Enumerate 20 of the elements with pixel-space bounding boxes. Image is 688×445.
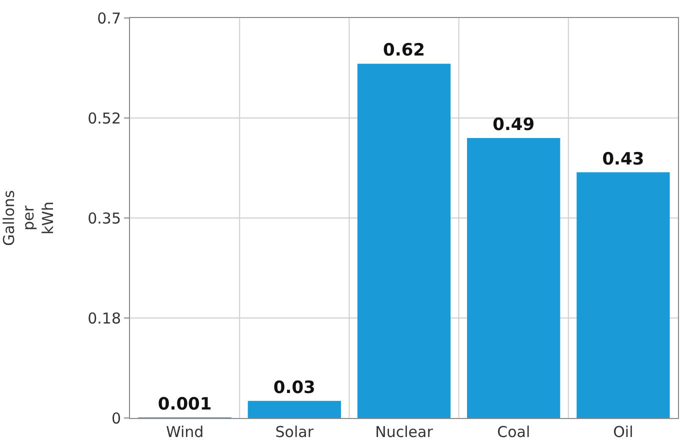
- y-tick-label: 0.52: [88, 109, 121, 128]
- bar: [248, 400, 341, 418]
- data-label: 0.49: [492, 115, 535, 135]
- x-tick-label: Oil: [613, 423, 634, 441]
- data-label: 0.62: [383, 40, 425, 61]
- data-label: 0.03: [273, 378, 316, 398]
- x-tick-label: Solar: [275, 423, 314, 441]
- data-label: 0.001: [158, 394, 212, 414]
- bar: [357, 64, 451, 418]
- x-tick-label: Wind: [166, 423, 204, 441]
- y-tick-label: 0.7: [97, 9, 121, 28]
- x-tick-label: Coal: [497, 423, 530, 441]
- y-axis-title: Gallons per kWh: [0, 190, 57, 246]
- bar: [467, 138, 560, 418]
- y-tick-label: 0.18: [88, 309, 121, 328]
- x-tick-label: Nuclear: [375, 423, 434, 441]
- bar: [576, 172, 670, 418]
- data-label: 0.43: [602, 149, 644, 170]
- y-tick-label: 0: [111, 409, 121, 428]
- y-tick-label: 0.35: [88, 209, 121, 228]
